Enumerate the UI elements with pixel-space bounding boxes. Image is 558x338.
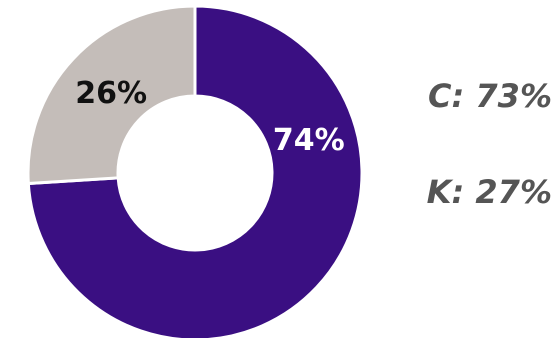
annotation-k: K: 27% <box>426 173 552 211</box>
slice-label-0: 74% <box>273 123 345 158</box>
annotation-list: C: 73% K: 27% <box>427 80 552 272</box>
slice-1 <box>26 4 197 186</box>
annotation-c: C: 73% <box>427 77 552 115</box>
slice-label-1: 26% <box>75 76 147 111</box>
slice-0 <box>26 4 364 338</box>
